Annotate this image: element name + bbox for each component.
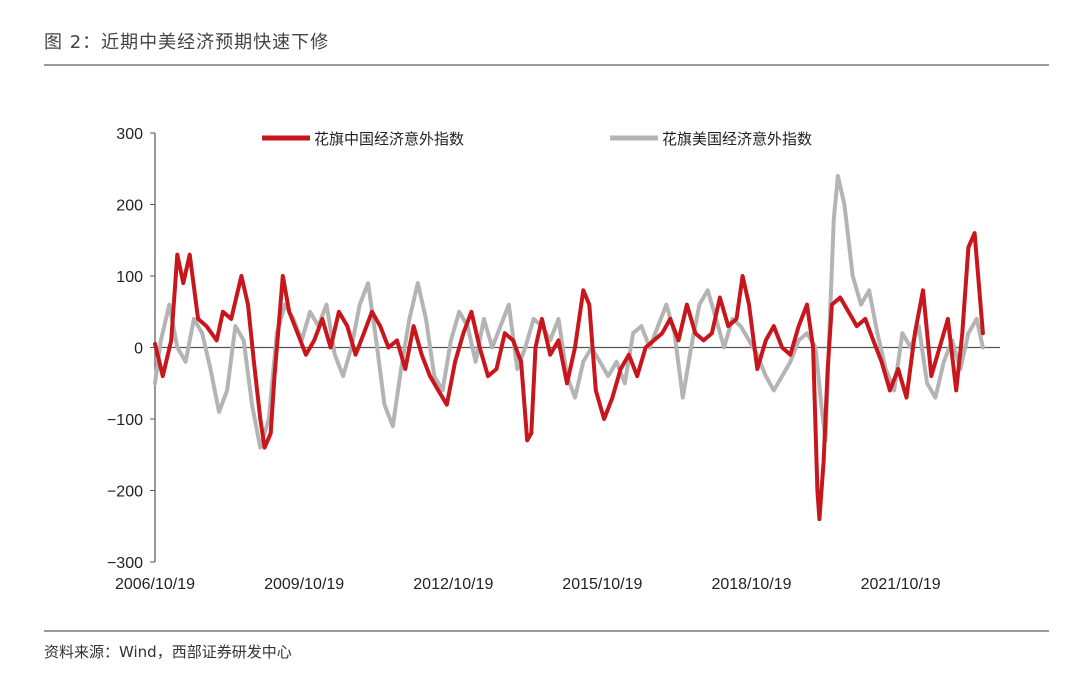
title-divider — [44, 64, 1049, 66]
legend-label: 花旗中国经济意外指数 — [314, 130, 464, 148]
x-tick-label: 2009/10/19 — [264, 576, 344, 593]
y-tick-label: −300 — [107, 555, 143, 572]
chart-legend: 花旗中国经济意外指数 花旗美国经济意外指数 — [262, 130, 812, 148]
y-tick-label: 0 — [134, 341, 143, 358]
chart-axes: 300 200 100 0 −100 −200 −300 2006/10/19 2009/10/… — [107, 126, 1000, 593]
y-tick-label: 300 — [116, 126, 143, 143]
source-note: 资料来源：Wind，西部证券研发中心 — [44, 643, 292, 661]
x-tick-label: 2012/10/19 — [413, 576, 493, 593]
x-tick-label: 2021/10/19 — [861, 576, 941, 593]
source-divider — [44, 630, 1049, 632]
y-tick-label: −100 — [107, 412, 143, 429]
x-tick-label: 2018/10/19 — [711, 576, 791, 593]
y-tick-label: 100 — [116, 269, 143, 286]
figure-title: 图 2：近期中美经济预期快速下修 — [44, 32, 330, 53]
x-tick-label: 2015/10/19 — [562, 576, 642, 593]
x-tick-label: 2006/10/19 — [115, 576, 195, 593]
y-tick-label: 200 — [116, 198, 143, 215]
series-line — [153, 231, 985, 522]
legend-label: 花旗美国经济意外指数 — [662, 130, 812, 148]
chart-lines — [153, 173, 985, 522]
y-tick-label: −200 — [107, 484, 143, 501]
